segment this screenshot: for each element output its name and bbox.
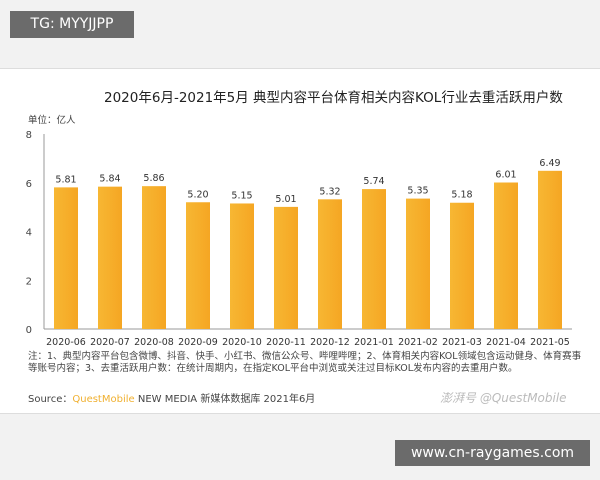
bar — [362, 189, 386, 329]
source-line: Source：QuestMobile NEW MEDIA 新媒体数据库 2021… — [28, 390, 315, 405]
bar — [318, 199, 342, 329]
bar — [142, 186, 166, 329]
bar — [406, 198, 430, 329]
x-tick-label: 2020-11 — [266, 337, 306, 348]
y-tick-label: 4 — [26, 228, 32, 239]
bar — [538, 170, 562, 329]
y-tick-label: 8 — [26, 130, 32, 141]
x-tick-label: 2020-10 — [222, 337, 262, 348]
data-label: 5.01 — [275, 194, 296, 205]
source-rest: NEW MEDIA 新媒体数据库 2021年6月 — [134, 394, 316, 405]
data-label: 6.49 — [539, 158, 560, 169]
data-label: 5.86 — [143, 173, 164, 184]
y-tick-label: 2 — [26, 276, 32, 287]
x-tick-label: 2020-08 — [134, 337, 174, 348]
bar — [450, 202, 474, 329]
x-tick-label: 2020-12 — [310, 337, 350, 348]
x-tick-label: 2021-01 — [354, 337, 394, 348]
data-label: 5.32 — [319, 186, 340, 197]
source-brand: QuestMobile — [72, 394, 135, 405]
x-tick-label: 2021-04 — [486, 337, 526, 348]
top-badge: TG: MYYJJPP — [10, 11, 134, 38]
x-tick-label: 2021-03 — [442, 337, 482, 348]
bar — [98, 186, 122, 329]
data-label: 5.74 — [363, 176, 384, 187]
bar — [230, 203, 254, 329]
chart-notes: 注：1、典型内容平台包含微博、抖音、快手、小红书、微信公众号、哔哩哔哩；2、体育… — [28, 351, 582, 374]
bar — [494, 182, 518, 329]
y-tick-label: 0 — [26, 325, 32, 336]
data-label: 5.81 — [55, 174, 76, 185]
data-label: 5.15 — [231, 190, 252, 201]
x-tick-label: 2021-02 — [398, 337, 438, 348]
source-label: Source： — [28, 394, 73, 405]
data-label: 5.20 — [187, 189, 208, 200]
chart-title: 2020年6月-2021年5月 典型内容平台体育相关内容KOL行业去重活跃用户数 — [104, 90, 563, 106]
bottom-badge: www.cn-raygames.com — [395, 440, 590, 466]
y-tick-label: 6 — [26, 179, 32, 190]
bar — [274, 206, 298, 329]
x-tick-label: 2021-05 — [530, 337, 570, 348]
data-label: 5.84 — [99, 174, 120, 185]
bar — [186, 202, 210, 329]
data-label: 5.35 — [407, 186, 428, 197]
data-label: 5.18 — [451, 190, 472, 201]
x-tick-label: 2020-07 — [90, 337, 130, 348]
unit-label: 单位：亿人 — [28, 115, 76, 126]
data-label: 6.01 — [495, 170, 516, 181]
x-tick-label: 2020-09 — [178, 337, 218, 348]
x-tick-label: 2020-06 — [46, 337, 86, 348]
watermark: 澎湃号 @QuestMobile — [440, 391, 567, 405]
bar — [54, 187, 78, 329]
